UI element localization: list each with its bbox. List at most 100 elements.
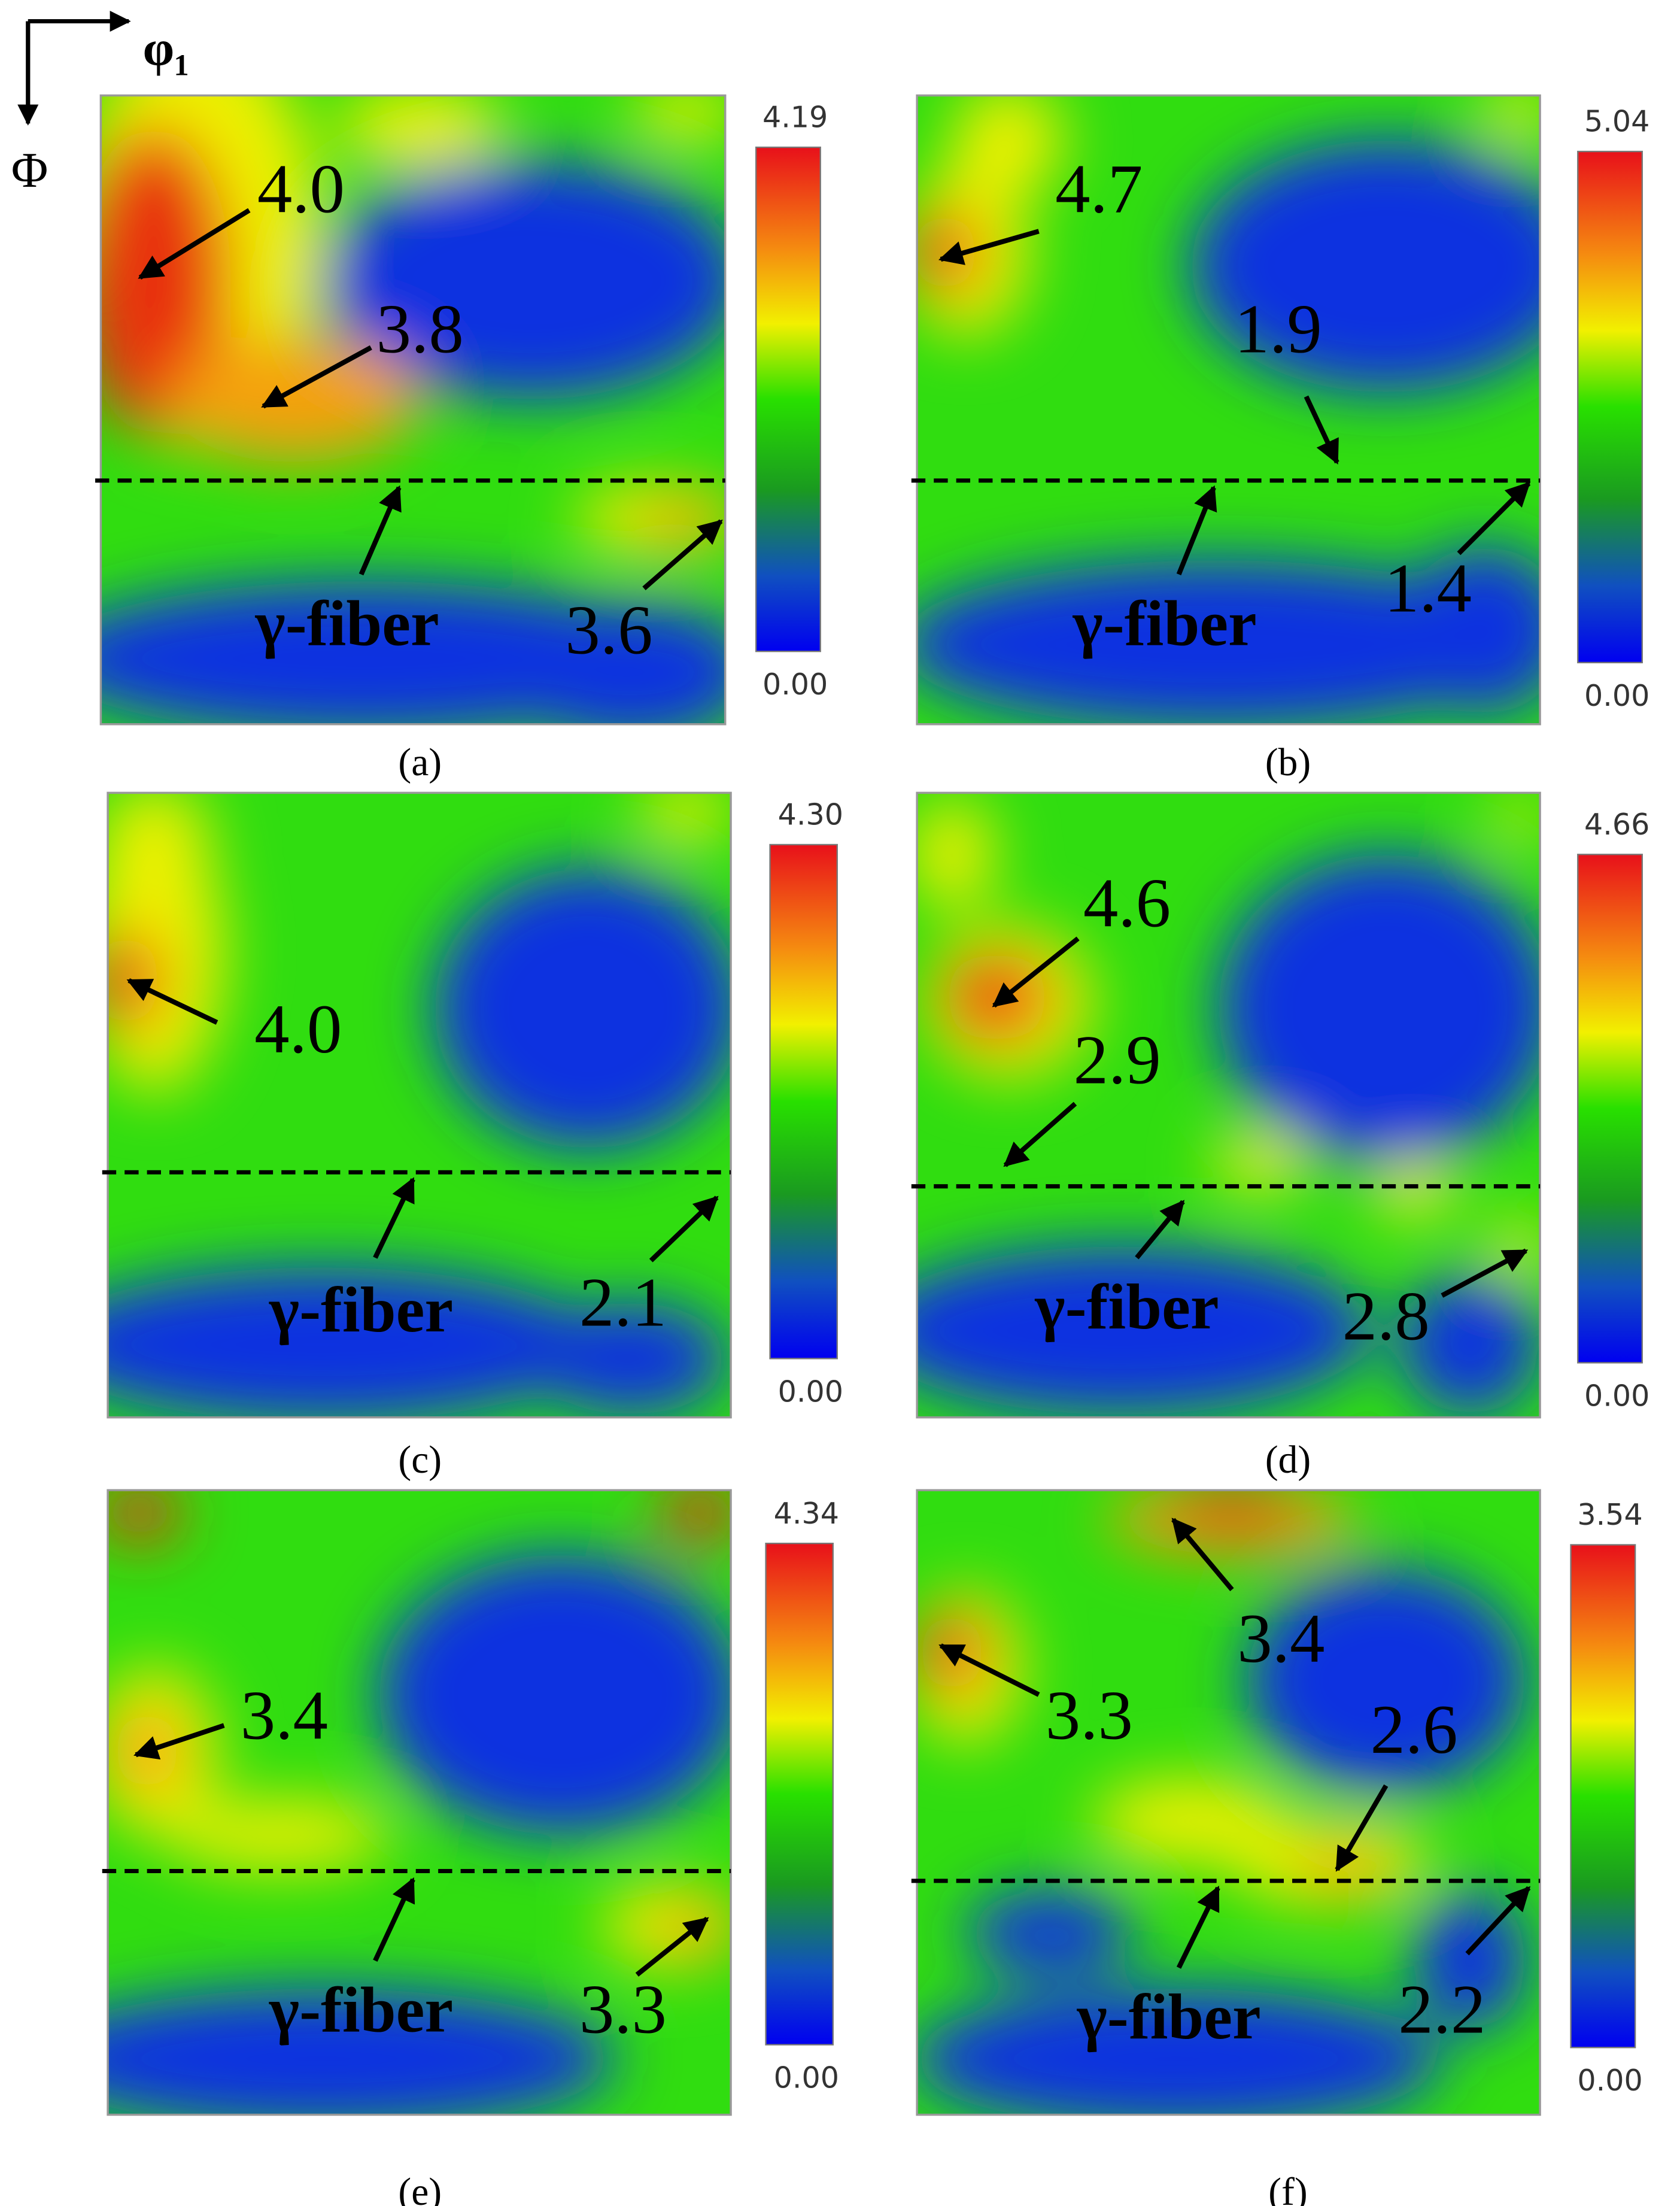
annotation: 4.7 [1055,151,1143,228]
panel-label: (e) [398,2171,442,2206]
colorbar-max: 4.19 [762,100,828,135]
colorbar [1577,854,1643,1364]
intensity-blob [504,602,725,724]
annotation: 3.4 [1237,1600,1324,1677]
annotation-arrow [649,1195,719,1263]
colorbar-max: 4.34 [774,1496,839,1531]
annotation-arrow [1176,1885,1220,1969]
intensity-blob [1372,1162,1456,1219]
annotation-arrow [1465,1886,1531,1956]
intensity-blob [108,1267,602,1418]
annotation: 2.9 [1074,1022,1161,1099]
panel: 3.54 0.00 (f) 3.4 3.3 2.6 2.2 γ-fiber [911,1489,1643,2206]
intensity-blob [966,1891,1134,1975]
intensity-blob [1218,854,1541,1163]
annotation-arrow [1335,1784,1389,1872]
axis-label: Φ [11,142,48,198]
annotation: 3.6 [565,592,652,669]
annotation: 3.3 [579,1971,667,2049]
colorbar-min: 0.00 [762,667,828,702]
colorbar-min: 0.00 [1584,1378,1649,1413]
annotation-arrow [1171,1518,1234,1591]
intensity-blob [1400,1275,1541,1415]
annotation: 2.6 [1370,1691,1457,1768]
intensity-blob [531,1302,728,1415]
annotation: 3.8 [376,291,464,368]
odf-map [108,1490,731,2115]
intensity-blob [952,95,1064,196]
colorbar [1570,1544,1636,2049]
intensity-blob [1092,1779,1289,1863]
odf-map [917,1490,1541,2115]
intensity-blob [637,793,731,840]
annotation-arrow [642,519,723,590]
colorbar [1577,150,1643,664]
colorbar-min: 0.00 [778,1374,843,1409]
odf-map [917,95,1541,724]
annotation: 3.3 [1046,1677,1133,1754]
map-frame [107,791,732,1419]
annotation: 1.9 [1235,291,1322,368]
annotation-arrow [1441,1248,1529,1298]
annotation-arrow [1457,481,1531,556]
annotation: 2.1 [579,1264,667,1341]
intensity-blob [917,798,994,911]
intensity-field [101,95,725,724]
colorbar [769,843,838,1360]
intensity-blob [917,1246,1372,1415]
annotation-arrow [373,1877,415,1962]
intensity-blob [1491,798,1541,840]
intensity-blob [658,1490,731,1541]
fiber-label: γ-fiber [1077,1982,1261,2053]
annotation: 3.4 [241,1677,328,1754]
annotation-arrow [373,1177,415,1259]
colorbar-max: 5.04 [1584,104,1649,139]
intensity-blob [1245,1568,1526,1793]
intensity-blob [336,95,505,169]
intensity-field [917,95,1541,724]
fiber-label: γ-fiber [269,1974,453,2046]
annotation: 2.8 [1342,1278,1430,1355]
annotation-arrow [1304,395,1339,465]
colorbar-min: 0.00 [774,2061,839,2095]
intensity-blob [1400,546,1541,715]
panel-label: (d) [1265,1439,1311,1482]
annotation-arrow [992,936,1080,1008]
panel-label: (b) [1265,741,1311,784]
intensity-blob [101,126,231,435]
annotation-arrow [138,208,251,280]
annotation: 2.2 [1398,1971,1485,2049]
panel: 4.30 0.00 (c) 4.0 2.1 γ-fiber [102,791,843,1482]
annotation-arrow [261,345,372,409]
annotation-arrow [938,229,1040,265]
intensity-blob [917,560,1540,724]
annotation: 4.0 [257,151,345,228]
intensity-blob [1484,95,1541,141]
intensity-blob [1211,1134,1310,1191]
fiber-label: γ-fiber [1073,588,1257,660]
panel: 4.66 0.00 (d) 4.6 2.9 2.8 γ-fiber [911,791,1649,1482]
intensity-blob [108,793,210,897]
map-frame [107,1489,732,2116]
intensity-field [108,793,731,1418]
intensity-blob [108,1490,183,1541]
annotation-arrow [938,1643,1040,1697]
map-frame [916,94,1541,726]
panel-label: (c) [398,1439,442,1482]
annotation-arrow [1135,1200,1185,1260]
intensity-blob [322,161,725,400]
map-frame [99,94,727,726]
annotation-arrow [133,1723,225,1760]
panel: 4.19 0.00 (a) 4.0 3.8 3.6 γ-fiber [95,94,828,784]
panel-label: (a) [398,741,442,784]
intensity-blob [1414,1891,1526,2031]
intensity-blob [1162,1490,1302,1531]
colorbar-max: 4.30 [778,797,843,832]
colorbar [755,146,821,653]
annotation: 1.4 [1384,550,1472,627]
fiber-label: γ-fiber [254,588,439,660]
panel: 5.04 0.00 (b) 4.7 1.9 1.4 γ-fiber [911,94,1649,784]
odf-map [108,793,731,1418]
